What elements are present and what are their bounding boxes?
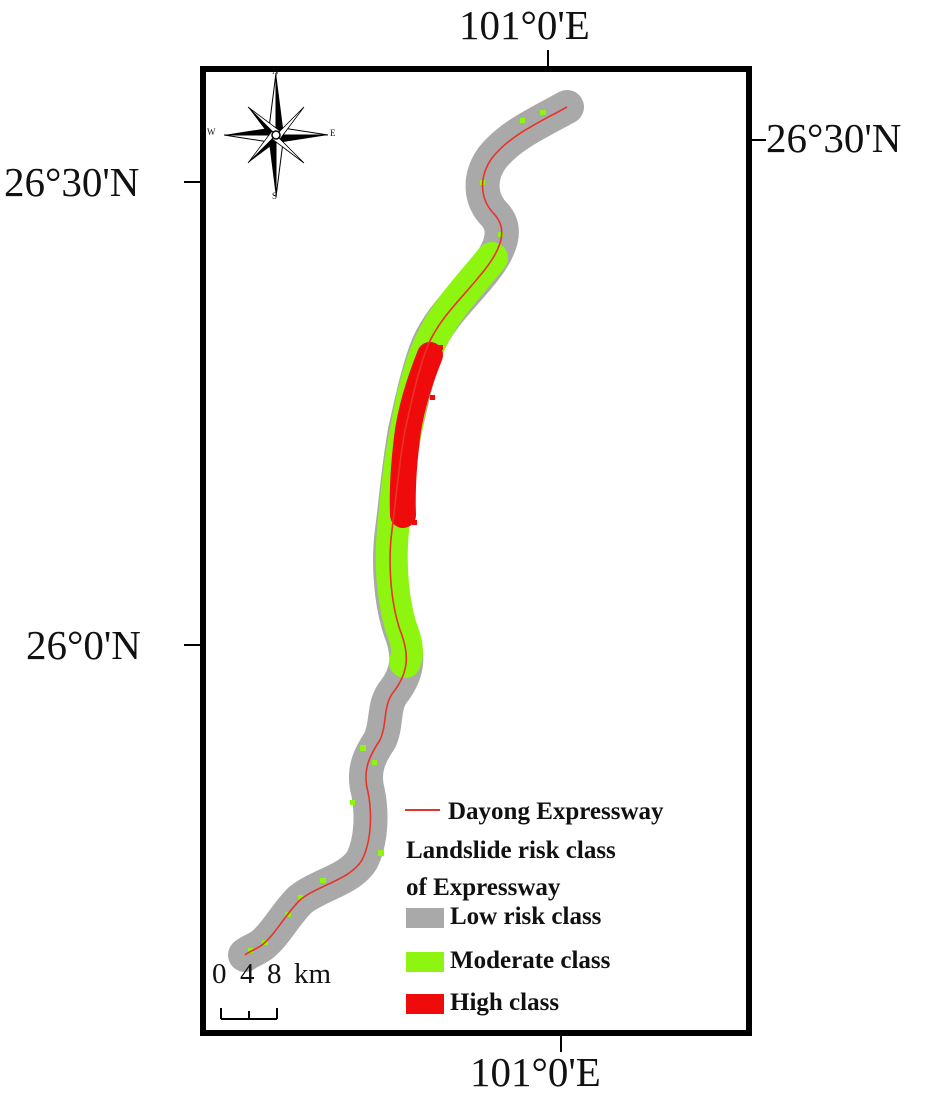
map-canvas [220, 72, 584, 1020]
legend-label-moderate: Moderate class [450, 947, 611, 974]
compass-east-label: E [330, 128, 336, 138]
map-frame [200, 66, 752, 1036]
compass-west-label: W [207, 127, 216, 137]
longitude-label-bottom: 101°0'E [470, 1049, 601, 1095]
legend-swatch-high [406, 994, 444, 1014]
legend-title-line1: Landslide risk class [406, 837, 616, 864]
red-speckles [395, 345, 443, 525]
scale-tick-4: 4 [240, 958, 255, 990]
longitude-label-top: 101°0'E [459, 2, 590, 48]
legend-title-line2: of Expressway [406, 874, 561, 901]
compass-rose-icon [223, 72, 329, 198]
legend-swatch-low [406, 908, 444, 928]
latitude-label-right-upper: 26°30'N [766, 115, 902, 161]
legend-swatch-moderate [406, 952, 444, 972]
high-risk-cluster [389, 342, 443, 528]
scale-bar [220, 1008, 278, 1020]
compass-north-label: N [272, 66, 279, 76]
scale-tick-0: 0 [212, 958, 227, 990]
scale-unit: km [294, 958, 332, 990]
legend-label-high: High class [450, 989, 560, 1016]
scale-tick-8: 8 [267, 958, 282, 990]
legend-route-label: Dayong Expressway [448, 798, 664, 825]
latitude-label-left-upper: 26°30'N [4, 159, 140, 205]
legend-label-low: Low risk class [450, 903, 602, 930]
dayong-expressway-line [244, 106, 568, 956]
compass-south-label: S [272, 191, 278, 201]
latitude-label-left-lower: 26°0'N [26, 622, 141, 668]
